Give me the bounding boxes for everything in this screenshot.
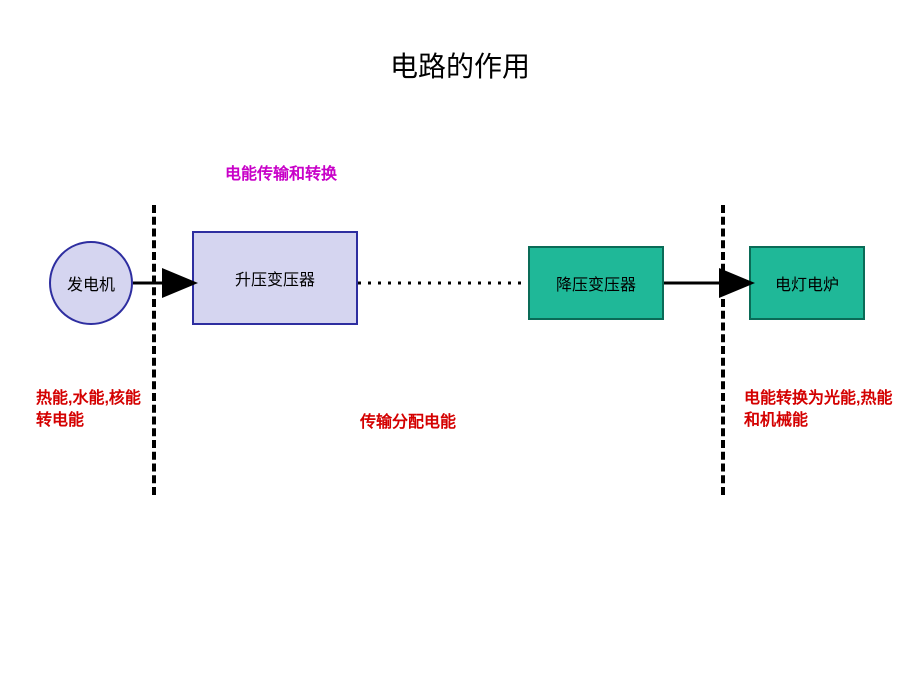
bottom-label-source: 热能,水能,核能转电能 (36, 388, 148, 433)
bottom-label-load: 电能转换为光能,热能和机械能 (744, 388, 894, 433)
divider-right (721, 205, 725, 495)
divider-left (152, 205, 156, 495)
connectors (0, 0, 920, 690)
bottom-label-transmission: 传输分配电能 (360, 412, 560, 434)
